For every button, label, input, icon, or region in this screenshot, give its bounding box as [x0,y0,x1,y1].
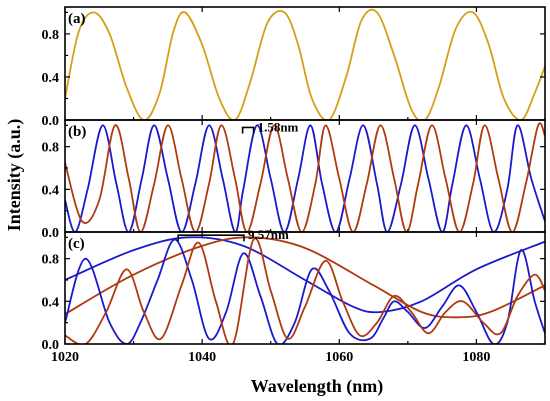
panel-curves [65,236,545,344]
x-axis-title: Wavelength (nm) [251,376,384,397]
plot-layer: 0.0 0.4 0.8 (a) 0.0 0.4 0.8 (b) 1.58nm 0.0 0.4 0.8 (… [42,6,546,365]
series-line-1-1 [65,8,545,120]
x-tick-label: 1080 [462,350,490,365]
annotation-bracket [241,126,255,134]
y-tick-label: 0.8 [42,141,60,156]
x-tick-label: 1020 [51,350,79,365]
series-line-3-2 [65,236,545,319]
label-layer: Intensity (a.u.) Wavelength (nm) [4,119,383,397]
annotation-bracket [177,234,245,242]
x-tick-label: 1040 [188,350,216,365]
series-line-2-2 [65,122,545,232]
panel-label: (a) [68,11,86,27]
series-line-3-1 [65,236,545,314]
series-line-3-4 [65,237,545,344]
panel-2: 0.0 0.4 0.8 (b) 1.58nm [42,119,546,241]
y-axis-title: Intensity (a.u.) [4,119,25,232]
panel-frame [64,119,546,233]
panel-label: (b) [68,124,86,140]
annotation-label: 1.58nm [258,119,299,134]
y-tick-label: 0.0 [42,114,60,129]
panel-curves [65,122,545,232]
x-tick-label: 1060 [325,350,353,365]
panel-1: 0.0 0.4 0.8 (a) [42,6,546,129]
panel-frame [64,6,546,121]
annotation-label: 9.57nm [248,227,289,242]
series-line-2-1 [65,124,545,232]
y-tick-label: 0.8 [42,253,60,268]
y-tick-label: 0.4 [42,295,60,310]
y-tick-label: 0.8 [42,28,60,43]
panel-frame [64,231,546,345]
y-tick-label: 0.4 [42,71,60,86]
y-tick-label: 0.0 [42,226,60,241]
y-tick-label: 0.4 [42,183,60,198]
panel-curves [65,8,545,120]
panel-label: (c) [68,236,85,252]
panel-3: 0.0 0.4 0.8 (c) 9.57nm [42,227,546,353]
y-tick-label: 0.0 [42,338,60,353]
